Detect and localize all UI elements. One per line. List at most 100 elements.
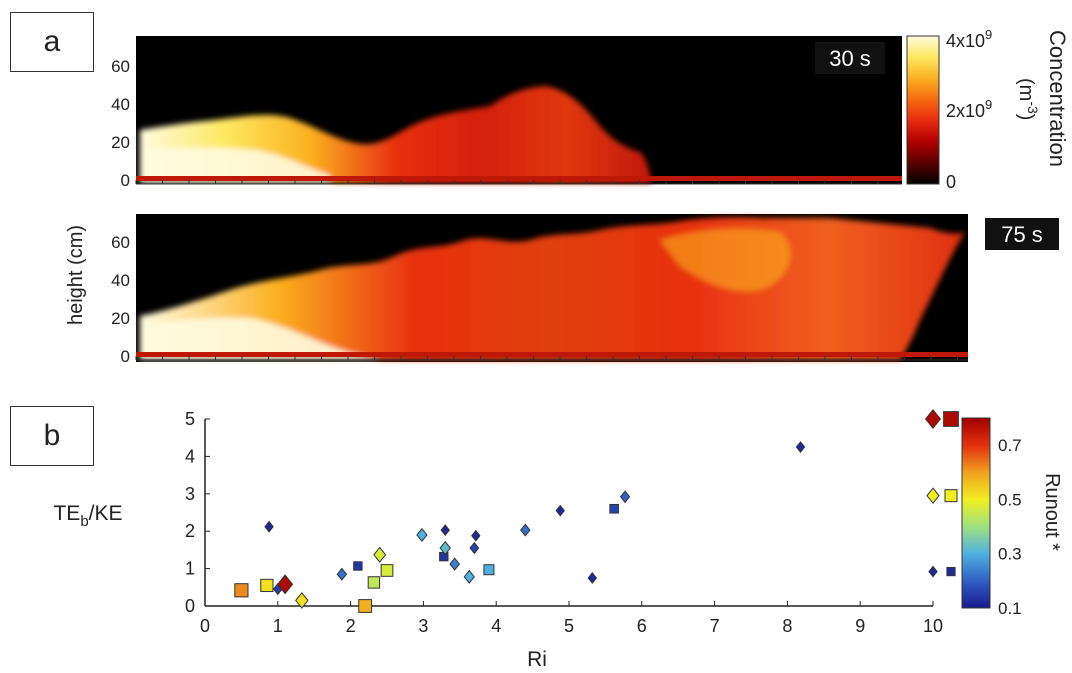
panel-a-ytick-label: 60	[111, 57, 130, 76]
panel-a-ytick-label: 20	[111, 309, 130, 328]
data-point	[234, 583, 249, 598]
panel-b-xtick-label: 0	[200, 616, 210, 636]
panel-a-ytick-label: 0	[121, 171, 130, 190]
frame-30s-time-label: 30 s	[829, 46, 871, 71]
runout-colorbar-ticks: 0.1 0.3 0.5 0.7	[998, 436, 1022, 618]
panel-a-ytick-label: 40	[111, 271, 130, 290]
panel-b-xtick-label: 7	[710, 616, 720, 636]
panel-b-xtick-label: 8	[782, 616, 792, 636]
panel-b-ylabel: TEb/KE	[53, 502, 122, 530]
data-point	[367, 576, 381, 589]
data-point	[587, 572, 598, 584]
data-point	[440, 524, 450, 537]
panel-b-ylabel-main: TE	[53, 502, 80, 525]
panel-b-ytick-label: 1	[185, 559, 195, 579]
legend-square-marker	[944, 489, 958, 503]
concentration-tick-label: 4x109	[946, 27, 992, 51]
panel-b-xtick-label: 6	[637, 616, 647, 636]
panel-a-axes: 0 20 40 60 0 20 40 60	[111, 57, 968, 366]
panel-b-ytick-label: 4	[185, 446, 195, 466]
concentration-unit-close: )	[1015, 114, 1037, 121]
frame-75s-floor	[136, 352, 968, 357]
concentration-tick-mantissa: 0	[946, 172, 956, 192]
panel-b-xtick-label: 1	[273, 616, 283, 636]
runout-colorbar-ramp	[961, 417, 991, 609]
concentration-unit-open: (m	[1015, 78, 1037, 101]
runout-colorbar-label: Runout *	[1041, 473, 1063, 551]
frame-75s-time-label: 75 s	[1001, 222, 1043, 247]
concentration-tick-label: 2x109	[946, 97, 992, 121]
plume-30s-core	[140, 147, 330, 183]
data-point	[483, 564, 495, 576]
frame-30s: 30 s	[136, 36, 902, 184]
data-point	[439, 540, 451, 556]
legend-diamond-marker	[924, 408, 942, 430]
panel-b-ytick-label: 0	[185, 596, 195, 616]
runout-colorbar: 0.1 0.3 0.5 0.7 Runout *	[961, 417, 1063, 618]
concentration-tick-exponent: 9	[985, 27, 992, 42]
concentration-colorbar-unit: (m-3)	[1015, 78, 1041, 120]
legend-square-marker	[946, 566, 956, 577]
panel-b-xtick-label: 10	[923, 616, 943, 636]
concentration-unit-exp: -3	[1025, 101, 1041, 114]
concentration-colorbar-title: Concentration	[1045, 30, 1070, 167]
frame-75s: 75 s	[136, 214, 1059, 362]
data-point	[463, 569, 475, 584]
concentration-tick-exponent: 9	[985, 97, 992, 112]
panel-b-points	[234, 441, 806, 613]
data-point	[469, 541, 480, 555]
data-point	[260, 578, 274, 593]
panel-b-ylabel-sub: b	[80, 513, 88, 530]
runout-tick-label: 0.1	[998, 599, 1022, 618]
data-point	[609, 503, 619, 514]
runout-tick-label: 0.3	[998, 545, 1022, 564]
panel-b-xtick-label: 5	[564, 616, 574, 636]
data-point	[520, 523, 531, 537]
concentration-tick-label: 0	[946, 172, 956, 192]
plume-75s-core	[140, 317, 380, 360]
data-point	[373, 546, 387, 563]
plume-75s-highlight	[660, 228, 791, 292]
legend-diamond-marker	[926, 487, 940, 504]
panel-b-ytick-label: 5	[185, 409, 195, 429]
panel-a-ylabel: height (cm)	[65, 225, 87, 325]
data-point	[555, 504, 566, 517]
panel-b-xtick-label: 9	[855, 616, 865, 636]
data-point	[358, 599, 373, 613]
panel-a-ytick-label: 60	[111, 233, 130, 252]
data-point	[336, 567, 348, 581]
legend-square-marker	[943, 411, 959, 427]
data-point	[795, 441, 806, 453]
panel-b-axes: 0 1 2 3 4 5 6 7 8 9 10 0 1 2 3 4 5	[185, 409, 943, 636]
panel-b-ytick-label: 3	[185, 484, 195, 504]
data-point	[264, 520, 274, 533]
data-point	[277, 574, 294, 595]
frame-75s-time-box	[985, 218, 1059, 250]
concentration-tick-mantissa: 2x10	[946, 101, 985, 121]
legend-diamond-marker	[928, 565, 938, 578]
data-point	[439, 551, 449, 562]
data-point	[353, 561, 363, 571]
panel-a-ytick-label: 0	[121, 347, 130, 366]
panel-label-a: a	[10, 12, 94, 72]
data-point	[416, 527, 428, 542]
panel-b-ytick-label: 2	[185, 521, 195, 541]
panel-b-xlabel: Ri	[527, 648, 547, 671]
panel-b-xtick-label: 2	[346, 616, 356, 636]
data-point	[619, 490, 631, 504]
panel-label-b: b	[10, 406, 94, 466]
panel-b-xtick-label: 3	[418, 616, 428, 636]
panel-b-xtick-label: 4	[491, 616, 501, 636]
panel-b-legend-markers	[924, 408, 959, 578]
panel-a-ytick-label: 40	[111, 95, 130, 114]
data-point	[380, 564, 394, 577]
concentration-tick-mantissa: 4x10	[946, 31, 985, 51]
frame-30s-time-box	[815, 42, 885, 74]
concentration-colorbar-ramp	[906, 35, 940, 185]
data-point	[295, 591, 309, 609]
panel-a-ytick-label: 20	[111, 133, 130, 152]
runout-tick-label: 0.7	[998, 436, 1022, 455]
